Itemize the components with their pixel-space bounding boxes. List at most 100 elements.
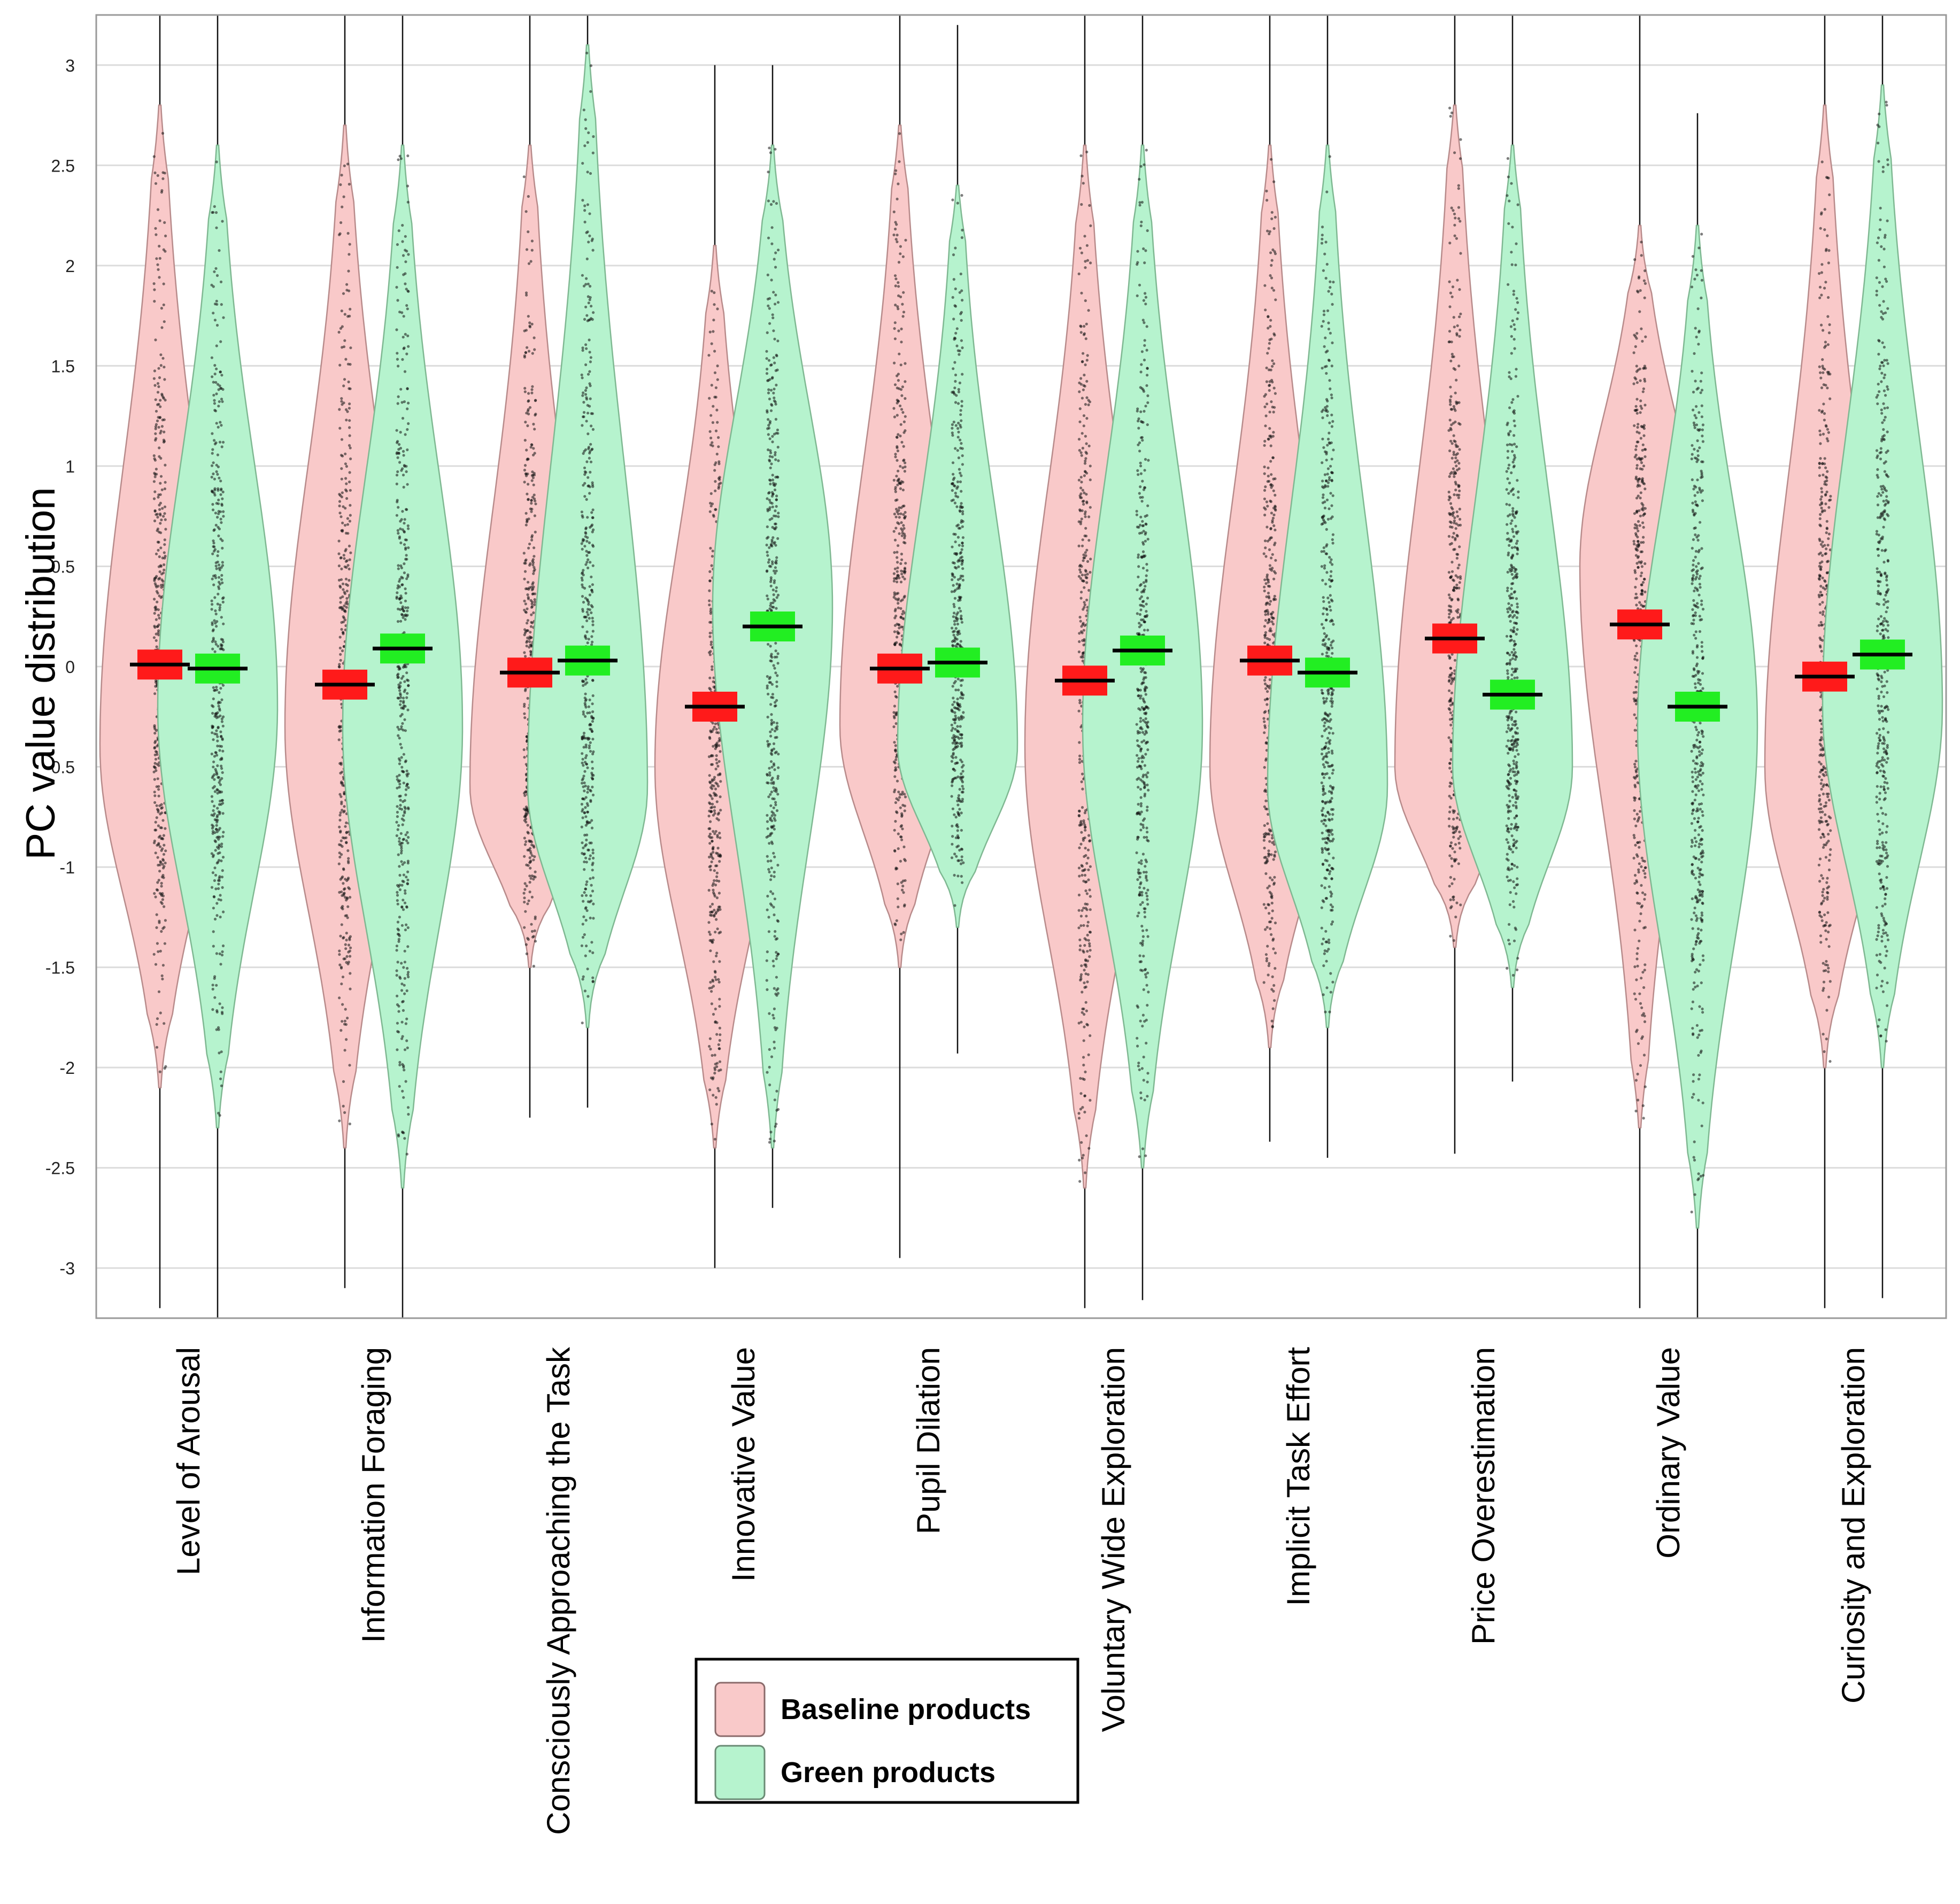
data-point xyxy=(772,762,775,765)
data-point xyxy=(768,397,771,401)
data-point xyxy=(219,517,222,521)
data-point xyxy=(402,616,405,619)
data-point xyxy=(1089,558,1092,561)
data-point xyxy=(714,429,718,432)
data-point xyxy=(960,339,963,342)
data-point xyxy=(402,474,405,477)
data-point xyxy=(402,454,405,457)
data-point xyxy=(159,405,162,408)
data-point xyxy=(591,773,594,777)
data-point xyxy=(527,350,531,353)
data-point xyxy=(591,623,595,626)
data-point xyxy=(775,750,778,754)
data-point xyxy=(1083,986,1086,989)
data-point xyxy=(1079,620,1082,623)
data-point xyxy=(1078,640,1081,643)
data-point xyxy=(220,767,223,770)
data-point xyxy=(773,987,776,990)
data-point xyxy=(1082,837,1085,840)
data-point xyxy=(1145,776,1148,779)
data-point xyxy=(337,665,341,668)
data-point xyxy=(215,323,219,327)
data-point xyxy=(708,1088,712,1092)
data-point xyxy=(1146,538,1149,541)
data-point xyxy=(1078,390,1081,393)
data-point xyxy=(218,691,221,694)
data-point xyxy=(399,601,403,605)
data-point xyxy=(591,777,595,780)
data-point xyxy=(713,879,716,882)
data-point xyxy=(1142,826,1145,829)
data-point xyxy=(582,452,585,455)
data-point xyxy=(951,824,954,827)
data-point xyxy=(892,530,896,533)
data-point xyxy=(950,760,953,763)
data-point xyxy=(525,952,528,955)
data-point xyxy=(954,627,958,630)
data-point xyxy=(407,971,410,974)
data-point xyxy=(1141,667,1145,670)
data-point xyxy=(156,942,159,945)
data-point xyxy=(766,554,769,557)
data-point xyxy=(523,791,527,794)
data-point xyxy=(1079,975,1083,978)
data-point xyxy=(708,842,712,845)
data-point xyxy=(157,863,160,867)
data-point xyxy=(707,755,711,758)
data-point xyxy=(1137,565,1140,568)
data-point xyxy=(776,793,780,796)
data-point xyxy=(345,490,348,493)
data-point xyxy=(399,681,402,684)
data-point xyxy=(154,740,157,743)
data-point xyxy=(217,550,220,553)
data-point xyxy=(161,847,164,850)
data-point xyxy=(585,460,589,463)
data-point xyxy=(153,384,157,387)
data-point xyxy=(1084,963,1087,966)
data-point xyxy=(588,585,591,588)
data-point xyxy=(768,491,771,494)
data-point xyxy=(161,131,165,135)
data-point xyxy=(339,843,343,847)
data-point xyxy=(582,731,586,735)
data-point xyxy=(398,888,402,892)
data-point xyxy=(775,505,778,508)
data-point xyxy=(584,527,588,531)
data-point xyxy=(158,870,161,873)
data-point xyxy=(404,249,407,252)
data-point xyxy=(960,194,963,197)
data-point xyxy=(1082,556,1085,560)
data-point xyxy=(589,450,592,453)
data-point xyxy=(584,305,588,308)
data-point xyxy=(1084,515,1087,518)
data-point xyxy=(768,1141,771,1144)
data-point xyxy=(897,791,900,794)
data-point xyxy=(152,770,156,773)
data-point xyxy=(774,148,777,151)
data-point xyxy=(772,329,775,332)
data-point xyxy=(954,337,957,340)
data-point xyxy=(1083,586,1086,589)
data-point xyxy=(396,352,399,355)
data-point xyxy=(584,283,588,286)
data-point xyxy=(896,446,899,450)
data-point xyxy=(1084,554,1087,558)
data-point xyxy=(395,974,398,977)
violin-points xyxy=(580,51,595,1025)
data-point xyxy=(1085,442,1088,445)
data-point xyxy=(524,351,528,354)
data-point xyxy=(532,447,535,450)
data-point xyxy=(773,388,776,391)
data-point xyxy=(219,963,222,966)
data-point xyxy=(708,589,711,592)
data-point xyxy=(395,452,398,455)
data-point xyxy=(709,414,713,417)
data-point xyxy=(960,858,963,862)
data-point xyxy=(345,821,348,824)
data-point xyxy=(163,505,167,508)
data-point xyxy=(534,499,537,502)
data-point xyxy=(157,367,160,370)
data-point xyxy=(219,493,222,496)
data-point xyxy=(404,892,407,895)
data-point xyxy=(345,283,349,286)
